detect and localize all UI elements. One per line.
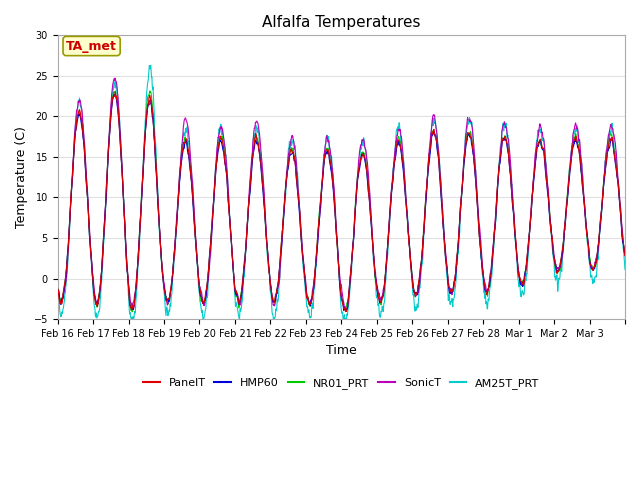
Text: TA_met: TA_met — [66, 39, 117, 52]
Title: Alfalfa Temperatures: Alfalfa Temperatures — [262, 15, 420, 30]
X-axis label: Time: Time — [326, 344, 356, 357]
Legend: PanelT, HMP60, NR01_PRT, SonicT, AM25T_PRT: PanelT, HMP60, NR01_PRT, SonicT, AM25T_P… — [139, 373, 544, 393]
Y-axis label: Temperature (C): Temperature (C) — [15, 126, 28, 228]
